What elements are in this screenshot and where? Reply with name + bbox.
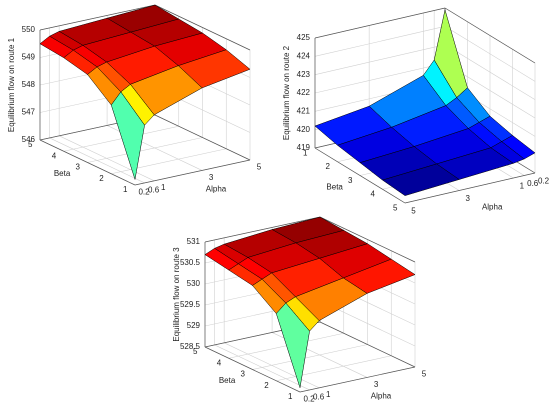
y-tick-label: 3 [348,176,353,185]
grid-line [228,332,344,359]
x-tick-label: 3 [209,173,214,182]
z-tick-label: 425 [297,33,311,42]
z-tick-label: 548 [22,80,36,89]
y-tick-label: 2 [326,162,331,171]
x-tick-label: 0.2 [303,394,315,403]
axis-edge [299,366,416,393]
x-tick-label: 5 [422,369,427,378]
y-tick-label: 3 [76,163,81,172]
grid-line [276,355,392,382]
x-axis-label: Alpha [371,392,392,401]
grid-line [63,125,179,152]
grid-line [444,44,536,100]
z-tick-label: 419 [297,143,311,152]
axis-edge [314,7,446,39]
axis-edge [204,346,301,393]
z-tick-label: 422 [297,88,311,97]
grid-line [314,44,446,75]
x-tick-label: 3 [374,380,379,389]
z-axis-label: Equilibrium flow on route 3 [172,247,181,342]
surface-face [381,163,460,196]
y-axis-label: Beta [54,169,71,178]
y-tick-label: 2 [264,381,269,390]
z-tick-label: 421 [297,106,311,115]
z-tick-label: 424 [297,51,311,60]
z-tick-label: 547 [22,108,36,117]
axis-edge [314,147,406,204]
z-axis-label: Equilibrium flow on route 1 [7,37,16,132]
z-tick-label: 420 [297,125,311,134]
axis-edge [319,321,416,368]
axis-edge [154,4,251,51]
y-tick-label: 1 [288,392,293,401]
grid-line [87,137,203,163]
x-tick-label: 0.2 [138,187,150,196]
axis-edge [39,4,156,31]
y-tick-label: 4 [52,151,57,160]
axis-edge [319,216,416,263]
z-tick-label: 423 [297,70,311,79]
x-tick-label: 1 [161,183,166,192]
axis-edge [404,172,536,204]
x-tick-label: 0.6 [313,392,325,401]
x-tick-label: 0.6 [148,185,160,194]
x-tick-label: 5 [257,162,262,171]
axis-edge [39,139,136,186]
x-axis-label: Alpha [206,185,227,194]
axis-edge [154,114,251,161]
y-tick-label: 5 [28,140,33,149]
z-tick-label: 549 [22,53,36,62]
x-tick-label: 3 [465,194,470,203]
y-tick-label: 4 [371,190,376,199]
z-tick-label: 546 [22,135,36,144]
grid-line [314,62,446,94]
y-tick-label: 1 [303,148,308,157]
x-tick-label: 1 [520,181,525,190]
z-tick-label: 529 [187,321,201,330]
z-tick-label: 528.5 [180,342,201,351]
y-axis-label: Beta [326,182,343,191]
y-tick-label: 4 [217,358,222,367]
z-tick-label: 530 [187,279,201,288]
y-axis-label: Beta [219,376,236,385]
grid-line [252,344,368,370]
y-tick-label: 1 [123,185,128,194]
x-tick-label: 0.2 [538,176,550,185]
y-tick-label: 5 [393,203,398,212]
grid-line [314,26,446,57]
x-axis-label: Alpha [482,203,503,212]
grid-line [111,148,227,175]
z-tick-label: 531 [187,237,201,246]
y-tick-label: 2 [99,174,104,183]
surface-face [275,302,310,388]
z-tick-label: 550 [22,25,36,34]
grid-line [444,26,536,82]
surface-face [110,91,145,180]
axis-edge [134,159,251,186]
x-tick-label: 5 [411,206,416,215]
y-tick-label: 5 [193,347,198,356]
y-tick-label: 3 [241,370,246,379]
z-tick-label: 530.5 [180,258,201,267]
axis-edge [444,7,536,64]
axis-edge [204,216,321,243]
x-tick-label: 0.6 [527,179,539,188]
z-axis-label: Equilibrium flow on route 2 [282,45,291,140]
x-tick-label: 1 [326,390,331,399]
z-tick-label: 529.5 [180,300,201,309]
